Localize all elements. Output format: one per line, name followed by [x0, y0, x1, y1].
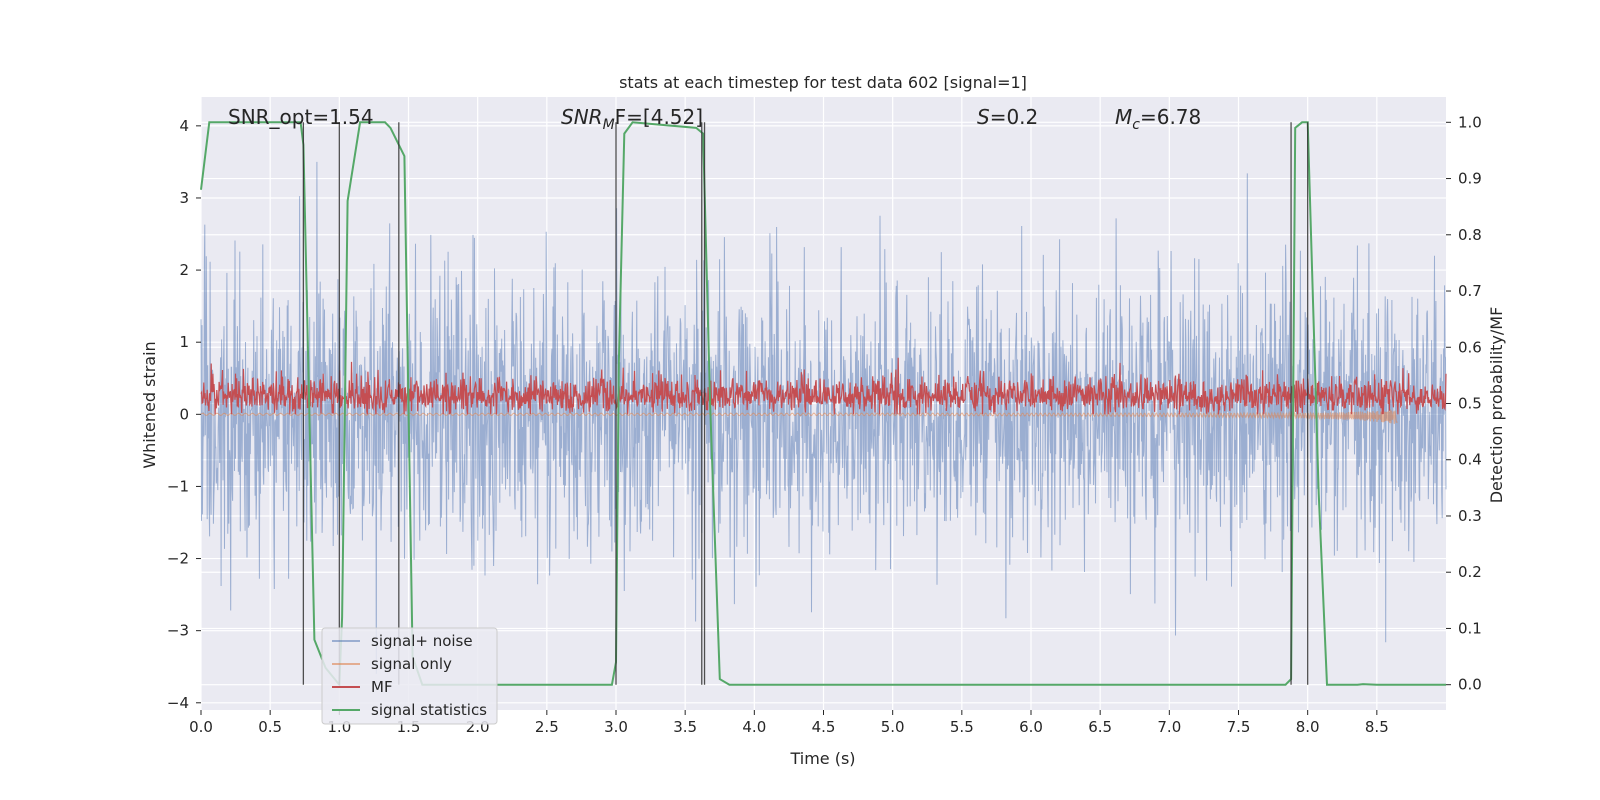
- vertical-markers: [302, 122, 1309, 685]
- y-right-tick-label-6: 0.6: [1458, 338, 1482, 356]
- x-tick-label-8: 4.0: [742, 718, 766, 736]
- y-right-tick-label-3: 0.3: [1458, 507, 1482, 525]
- legend-label-mf: MF: [371, 678, 393, 696]
- y-tick-label-5: 1: [179, 333, 189, 351]
- y-right-tick-label-5: 0.5: [1458, 395, 1482, 413]
- line-signal-only: [200, 409, 1398, 424]
- legend-label-signal-only: signal only: [371, 655, 452, 673]
- x-tick-label-17: 8.5: [1365, 718, 1389, 736]
- y-right-tick-label-7: 0.7: [1458, 282, 1482, 300]
- annotation-snr-mf-sub: M: [603, 117, 615, 133]
- annotation-snr-mf-rest: F=[4.52]: [615, 105, 703, 129]
- y-right-tick-label-4: 0.4: [1458, 451, 1482, 469]
- y-right-tick-label-1: 0.1: [1458, 619, 1482, 637]
- x-tick-label-7: 3.5: [673, 718, 697, 736]
- y-right-tick-label-9: 0.9: [1458, 170, 1482, 188]
- x-tick-label-11: 5.5: [950, 718, 974, 736]
- x-tick-label-12: 6.0: [1019, 718, 1043, 736]
- legend-label-signal-noise: signal+ noise: [371, 632, 473, 650]
- chart-title: stats at each timestep for test data 602…: [619, 73, 1027, 92]
- x-tick-label-9: 4.5: [812, 718, 836, 736]
- x-tick-label-5: 2.5: [535, 718, 559, 736]
- x-tick-label-16: 8.0: [1296, 718, 1320, 736]
- x-axis-label: Time (s): [789, 749, 855, 768]
- x-tick-label-6: 3.0: [604, 718, 628, 736]
- y-right-tick-label-2: 0.2: [1458, 563, 1482, 581]
- x-tick-label-10: 5.0: [881, 718, 905, 736]
- x-tick-label-14: 7.0: [1157, 718, 1181, 736]
- y-tick-label-7: 3: [179, 189, 189, 207]
- y-axis-label: Whitened strain: [140, 341, 159, 468]
- y-tick-label-6: 2: [179, 261, 189, 279]
- annotation-mc: Mc=6.78: [1115, 105, 1201, 133]
- series-signal-only: [200, 409, 1398, 424]
- y-tick-label-3: −1: [167, 477, 189, 495]
- x-tick-label-13: 6.5: [1088, 718, 1112, 736]
- annotation-mc-var: M: [1115, 105, 1132, 129]
- annotation-s-var: S: [977, 105, 990, 129]
- annotation-mc-sub: c: [1132, 117, 1140, 133]
- annotation-s: S=0.2: [977, 105, 1038, 129]
- y-tick-label-2: −2: [167, 550, 189, 568]
- y-tick-label-4: 0: [179, 405, 189, 423]
- legend-label-signal-statistics: signal statistics: [371, 701, 487, 719]
- x-tick-label-15: 7.5: [1227, 718, 1251, 736]
- legend: signal+ noise signal only MF signal stat…: [321, 627, 498, 725]
- y-tick-label-0: −4: [167, 694, 189, 712]
- annotation-snr-mf-base: SNR: [561, 105, 603, 129]
- annotation-snr-opt: SNR_opt=1.54: [228, 105, 374, 129]
- y-axis-ticks: −4 −3 −2 −1 0 1 2 3 4: [167, 117, 201, 712]
- x-tick-label-0: 0.0: [189, 718, 213, 736]
- annotation-snr-mf: SNRMF=[4.52]: [561, 105, 703, 133]
- y-right-axis-ticks: 0.0 0.1 0.2 0.3 0.4 0.5 0.6 0.7 0.8 0.9 1.0: [1446, 113, 1482, 694]
- x-tick-label-1: 0.5: [258, 718, 282, 736]
- legend-box: [321, 627, 498, 725]
- y-right-axis-label: Detection probability/MF: [1487, 307, 1506, 504]
- y-right-tick-label-0: 0.0: [1458, 676, 1482, 694]
- annotation-mc-val: =6.78: [1140, 105, 1201, 129]
- y-right-tick-label-8: 0.8: [1458, 226, 1482, 244]
- y-right-tick-label-10: 1.0: [1458, 113, 1482, 131]
- y-tick-label-1: −3: [167, 622, 189, 640]
- annotation-s-val: =0.2: [990, 105, 1039, 129]
- y-tick-label-8: 4: [179, 117, 189, 135]
